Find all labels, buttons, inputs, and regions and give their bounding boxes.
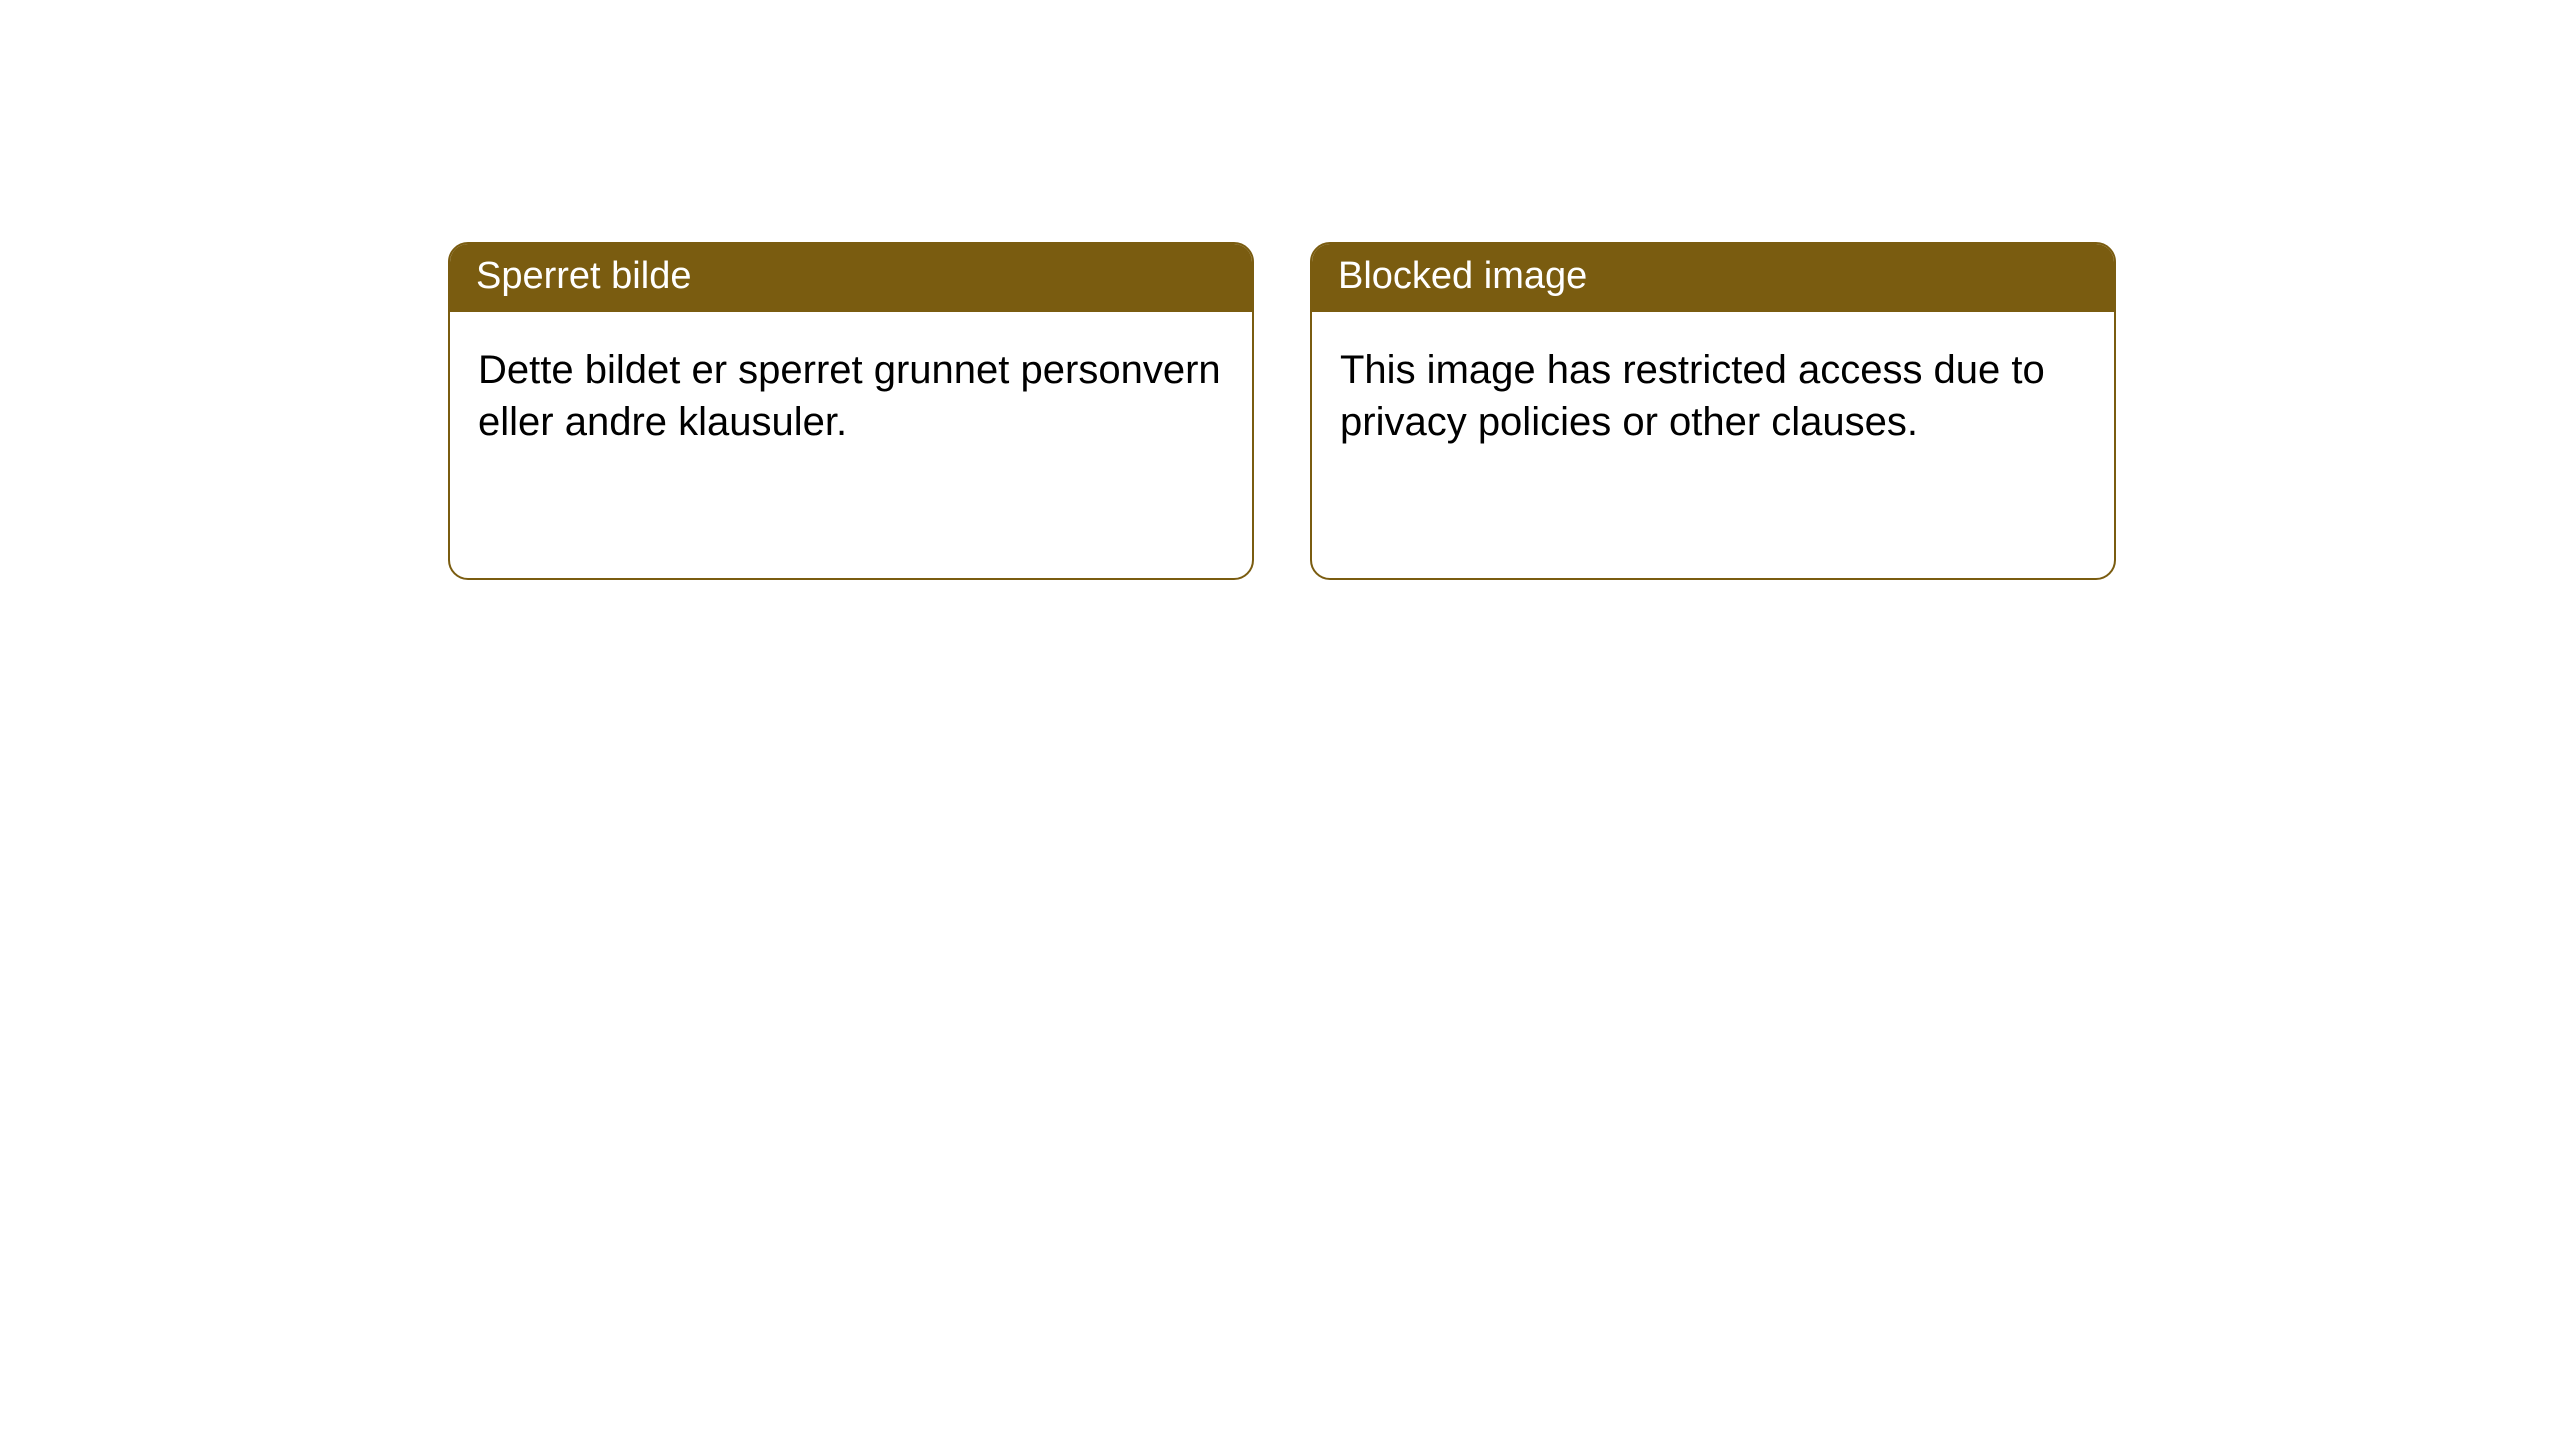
notice-panel-english: Blocked image This image has restricted … xyxy=(1310,242,2116,580)
panel-body: Dette bildet er sperret grunnet personve… xyxy=(450,312,1252,480)
notice-panel-norwegian: Sperret bilde Dette bildet er sperret gr… xyxy=(448,242,1254,580)
panel-header: Sperret bilde xyxy=(450,244,1252,312)
panel-header: Blocked image xyxy=(1312,244,2114,312)
panel-body: This image has restricted access due to … xyxy=(1312,312,2114,480)
notice-container: Sperret bilde Dette bildet er sperret gr… xyxy=(0,0,2560,580)
